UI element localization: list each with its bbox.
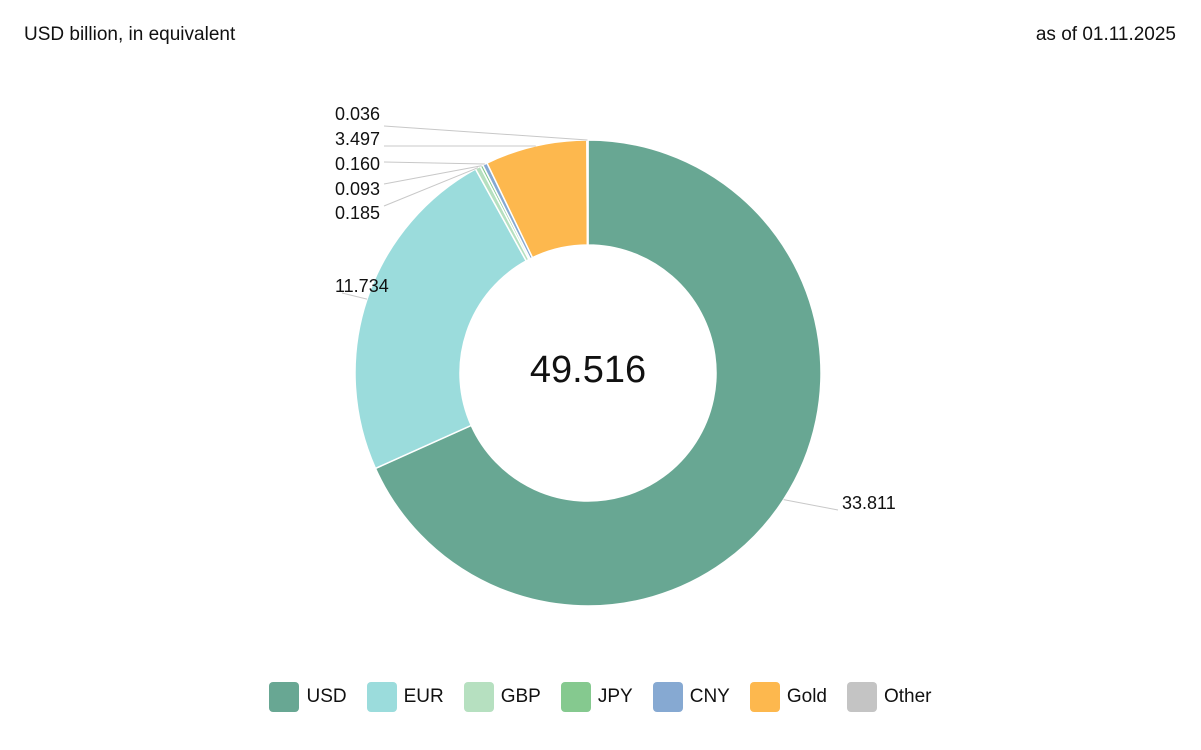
legend-label-usd: USD — [306, 686, 347, 707]
leader-line-gbp — [383, 167, 479, 207]
unit-note: USD billion, in equivalent — [24, 24, 236, 45]
leader-line-cny — [383, 161, 485, 165]
legend-label-jpy: JPY — [597, 686, 633, 707]
data-label-gold: 3.497 — [335, 129, 380, 149]
data-label-cny: 0.160 — [335, 154, 380, 174]
data-label-jpy: 0.093 — [335, 179, 380, 199]
legend-label-other: Other — [883, 686, 932, 707]
data-labels: 33.811 11.734 0.185 0.093 0.160 3.497 0.036 — [335, 104, 896, 513]
slice-usd — [374, 139, 822, 607]
slices — [354, 139, 822, 607]
data-label-gbp: 0.185 — [335, 203, 380, 223]
leader-lines — [341, 125, 839, 511]
leader-line-eur — [341, 292, 368, 300]
legend-swatch-gbp — [463, 682, 494, 712]
legend-swatch-cny — [652, 682, 683, 712]
leader-line-jpy — [383, 165, 482, 185]
legend-item-gold[interactable]: Gold — [749, 682, 827, 712]
legend-swatch-other — [846, 682, 877, 712]
legend-label-gbp: GBP — [500, 686, 541, 707]
legend-item-usd[interactable]: USD — [269, 682, 347, 712]
data-label-usd: 33.811 — [842, 493, 896, 513]
leader-line-other — [383, 125, 588, 141]
as-of-date: as of 01.11.2025 — [1035, 24, 1176, 45]
legend: USD EUR GBP JPY CNY Gold Other — [0, 682, 1201, 712]
legend-swatch-gold — [749, 682, 780, 712]
legend-item-gbp[interactable]: GBP — [463, 682, 541, 712]
legend-label-cny: CNY — [689, 686, 730, 707]
slice-other — [586, 139, 589, 246]
legend-item-cny[interactable]: CNY — [652, 682, 730, 712]
legend-label-gold: Gold — [786, 686, 827, 707]
leader-line-usd — [783, 499, 839, 511]
legend-item-other[interactable]: Other — [846, 682, 932, 712]
legend-swatch-jpy — [560, 682, 591, 712]
data-label-eur: 11.734 — [335, 276, 389, 296]
legend-swatch-eur — [366, 682, 397, 712]
center-total-label: 49.516 — [530, 349, 646, 391]
data-label-other: 0.036 — [335, 104, 380, 124]
legend-label-eur: EUR — [403, 686, 444, 707]
legend-item-jpy[interactable]: JPY — [560, 682, 633, 712]
legend-item-eur[interactable]: EUR — [366, 682, 444, 712]
legend-swatch-usd — [269, 682, 300, 712]
slice-eur — [354, 167, 528, 470]
